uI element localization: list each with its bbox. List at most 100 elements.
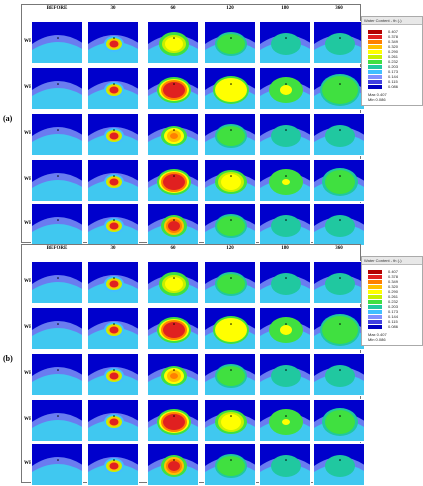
contour-cell xyxy=(259,21,311,64)
contour-cell xyxy=(147,399,199,442)
contour-plot xyxy=(88,354,138,395)
contour-cell xyxy=(313,67,365,110)
emitter-point xyxy=(113,369,115,371)
plume-contour xyxy=(221,174,241,190)
contour-plot xyxy=(205,262,255,303)
legend-title: Water Content - th (-) xyxy=(362,257,422,265)
emitter-point xyxy=(173,219,175,221)
legend-entry: 0.378 xyxy=(362,274,422,279)
legend-swatch xyxy=(368,324,382,329)
legend-entry: 0.290 xyxy=(362,49,422,54)
emitter-point xyxy=(57,83,59,85)
contour-cell xyxy=(87,21,139,64)
emitter-point xyxy=(113,37,115,39)
contour-plot xyxy=(88,262,138,303)
emitter-point xyxy=(285,175,287,177)
emitter-point xyxy=(173,323,175,325)
contour-cell xyxy=(313,399,365,442)
emitter-point xyxy=(339,277,341,279)
legend-swatch xyxy=(368,279,382,284)
contour-plot xyxy=(260,354,310,395)
emitter-point xyxy=(113,175,115,177)
plume-contour xyxy=(221,129,241,143)
plume-contour xyxy=(109,326,119,334)
emitter-point xyxy=(113,129,115,131)
emitter-point xyxy=(173,277,175,279)
contour-cell xyxy=(313,443,365,486)
contour-cell xyxy=(313,261,365,304)
legend-entry: 0.320 xyxy=(362,44,422,49)
plume-contour xyxy=(163,82,185,98)
plume-contour xyxy=(109,40,119,48)
contour-plot xyxy=(32,22,82,63)
plume-contour xyxy=(221,459,241,473)
contour-cell xyxy=(31,353,83,396)
plume-contour xyxy=(282,419,290,425)
legend-min: Min 0.086 xyxy=(368,337,386,342)
legend-swatch xyxy=(368,274,382,279)
contour-cell xyxy=(259,307,311,350)
contour-plot xyxy=(88,22,138,63)
legend-entry: 0.203 xyxy=(362,64,422,69)
panel-label: (b) xyxy=(3,354,13,363)
contour-cell xyxy=(204,261,256,304)
legend-value: 0.378 xyxy=(388,274,399,279)
legend-value: 0.232 xyxy=(388,59,399,64)
plume-contour xyxy=(109,418,119,426)
legend-value: 0.203 xyxy=(388,64,399,69)
emitter-point xyxy=(57,219,59,221)
plume-contour xyxy=(328,275,352,293)
emitter-point xyxy=(285,415,287,417)
plume-contour xyxy=(109,280,119,288)
plume-contour xyxy=(221,277,241,291)
emitter-point xyxy=(285,83,287,85)
contour-plot xyxy=(260,308,310,349)
contour-cell xyxy=(87,353,139,396)
emitter-point xyxy=(230,175,232,177)
contour-plot xyxy=(88,204,138,245)
plume-contour xyxy=(274,217,298,235)
contour-cell xyxy=(259,159,311,202)
legend-swatch xyxy=(368,284,382,289)
contour-plot xyxy=(32,114,82,155)
contour-plot xyxy=(205,444,255,485)
contour-cell xyxy=(31,113,83,156)
legend-swatch xyxy=(368,309,382,314)
contour-cell xyxy=(147,307,199,350)
legend-entry: 0.407 xyxy=(362,269,422,274)
emitter-point xyxy=(173,129,175,131)
legend-entry: 0.349 xyxy=(362,39,422,44)
contour-cell xyxy=(204,443,256,486)
plume-contour xyxy=(280,325,292,335)
plume-contour xyxy=(274,275,298,293)
plume-contour xyxy=(221,219,241,233)
column-header: 360 xyxy=(335,246,343,251)
contour-plot xyxy=(260,114,310,155)
legend-value: 0.320 xyxy=(388,44,399,49)
contour-cell xyxy=(313,203,365,246)
plume-contour xyxy=(328,35,352,53)
contour-plot xyxy=(88,444,138,485)
legend-value: 0.086 xyxy=(388,84,399,89)
contour-cell xyxy=(87,307,139,350)
emitter-point xyxy=(57,369,59,371)
legend-swatch xyxy=(368,314,382,319)
contour-plot xyxy=(260,444,310,485)
legend-swatch xyxy=(368,74,382,79)
emitter-point xyxy=(230,415,232,417)
contour-cell xyxy=(147,353,199,396)
contour-plot xyxy=(32,308,82,349)
contour-cell xyxy=(204,159,256,202)
emitter-point xyxy=(285,37,287,39)
plume-contour xyxy=(328,457,352,475)
plume-contour xyxy=(274,367,298,385)
legend-value: 0.232 xyxy=(388,299,399,304)
contour-cell xyxy=(259,67,311,110)
emitter-point xyxy=(113,83,115,85)
legend-value: 0.144 xyxy=(388,314,399,319)
contour-cell xyxy=(259,113,311,156)
contour-cell xyxy=(204,307,256,350)
emitter-point xyxy=(113,277,115,279)
contour-plot xyxy=(32,354,82,395)
emitter-point xyxy=(339,37,341,39)
